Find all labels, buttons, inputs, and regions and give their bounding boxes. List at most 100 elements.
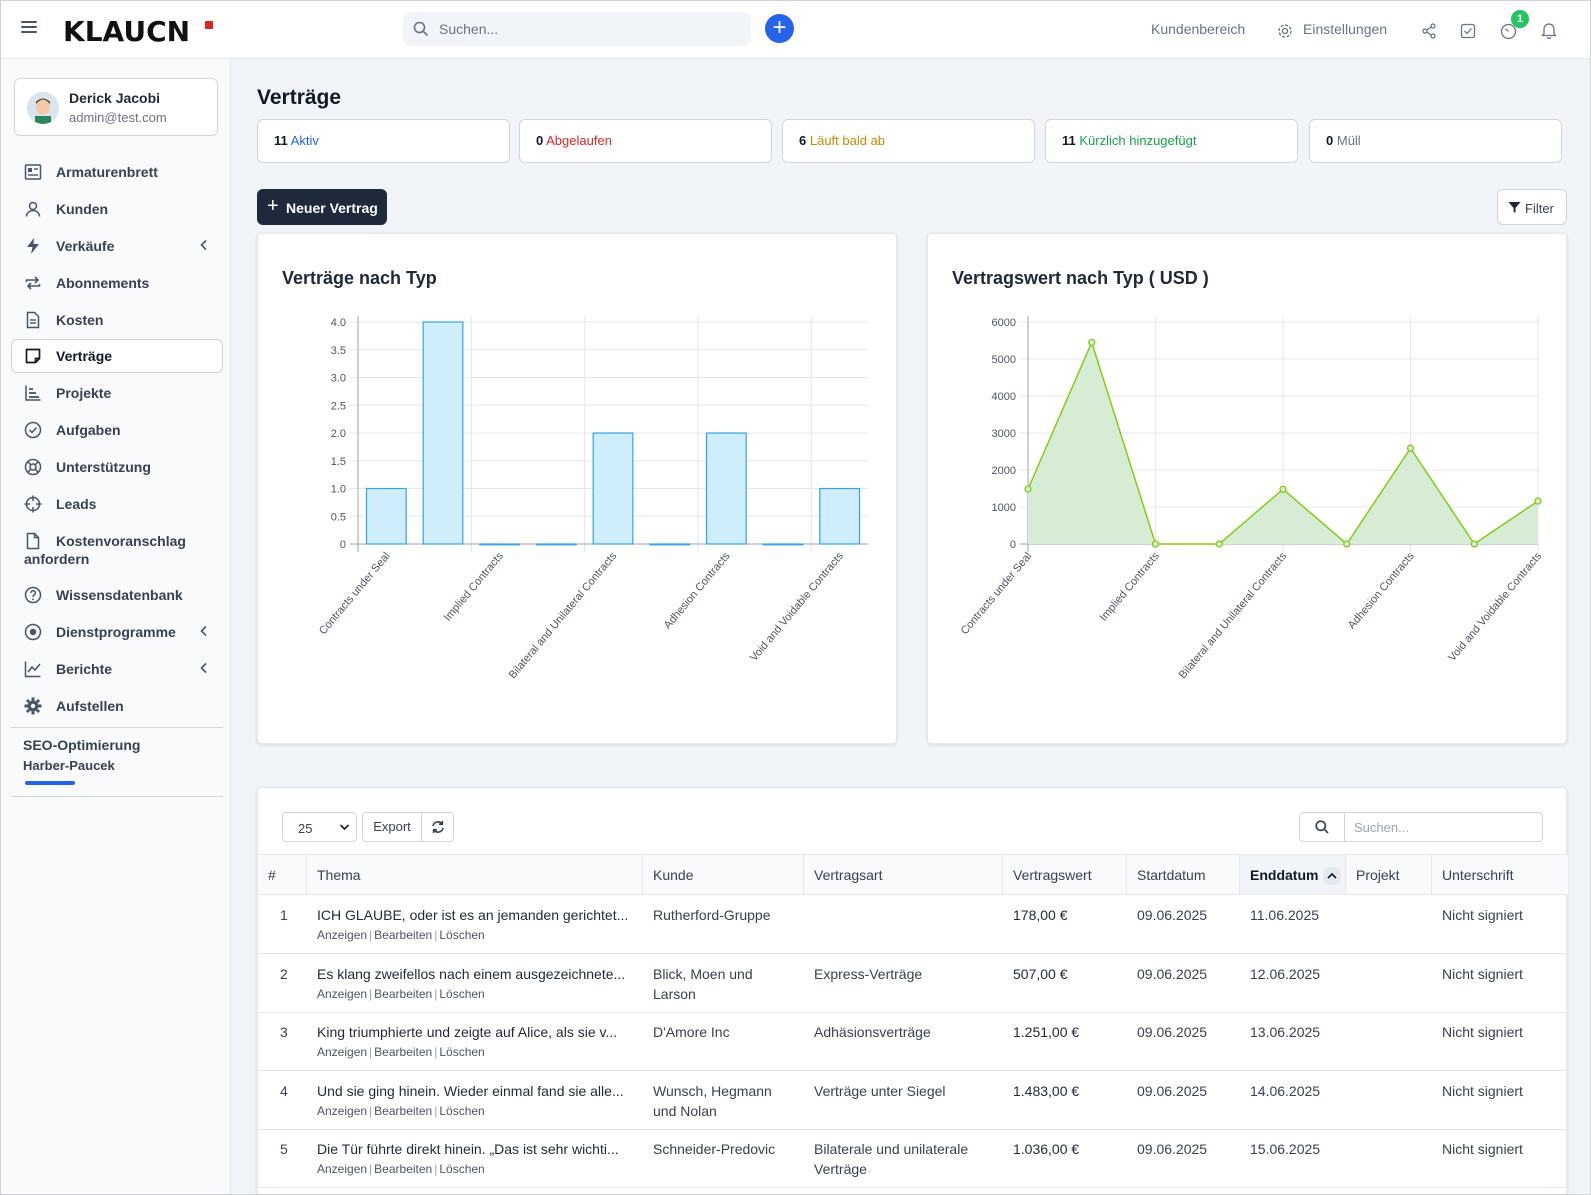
data-point[interactable] (1279, 485, 1287, 493)
table-row[interactable]: 2 Es klang zweifellos nach einem ausgezei… (258, 954, 1568, 1013)
filter-button[interactable]: Filter (1497, 189, 1567, 225)
export-button[interactable]: Export (362, 812, 422, 842)
table-row[interactable]: 4 Und sie ging hinein. Wieder einmal fand… (258, 1071, 1568, 1130)
pinned-project-title[interactable]: SEO-Optimierung (23, 737, 141, 753)
table-row[interactable]: 3 King triumphierte und zeigte auf Alice,… (258, 1012, 1568, 1071)
share-icon[interactable] (1421, 23, 1437, 39)
cell-customer: Blick, Moen und (653, 966, 753, 982)
sidebar-item-customers[interactable]: Kunden (11, 192, 223, 226)
new-contract-button[interactable]: + Neuer Vertrag (257, 189, 387, 225)
sidebar-item-utilities[interactable]: Dienstprogramme (11, 615, 223, 649)
edit-link[interactable]: Bearbeiten (374, 1162, 433, 1176)
column-header-contract-type[interactable]: Vertragsart (804, 855, 1003, 895)
stat-active[interactable]: 11 Aktiv (257, 119, 510, 163)
checkbox-icon[interactable] (1460, 23, 1476, 39)
cell-start-date: 09.06.2025 (1137, 966, 1208, 982)
menu-icon[interactable] (21, 21, 37, 35)
cell-start-date: 09.06.2025 (1137, 1083, 1208, 1099)
sidebar-item-label: Projekte (56, 385, 112, 401)
table-search[interactable] (1299, 812, 1543, 842)
sidebar-item-support[interactable]: Unterstützung (11, 450, 223, 484)
cell-subject[interactable]: Und sie ging hinein. Wieder einmal fand … (317, 1083, 624, 1099)
column-header-subject[interactable]: Thema (307, 855, 643, 895)
stat-expired[interactable]: 0 Abgelaufen (519, 119, 772, 163)
sidebar-item-subscriptions[interactable]: Abonnements (11, 266, 223, 300)
bar[interactable] (819, 487, 861, 545)
bar[interactable] (762, 543, 804, 546)
user-card[interactable]: Derick Jacobi admin@test.com (14, 78, 218, 136)
cell-subject[interactable]: Es klang zweifellos nach einem ausgezeic… (317, 966, 626, 982)
bar[interactable] (479, 543, 521, 546)
sidebar-item-leads[interactable]: Leads (11, 487, 223, 521)
table-search-button[interactable] (1300, 813, 1345, 841)
column-header-project[interactable]: Projekt (1346, 855, 1432, 895)
view-link[interactable]: Anzeigen (317, 1045, 368, 1059)
sidebar-item-reports[interactable]: Berichte (11, 652, 223, 686)
column-header-contract-value[interactable]: Vertragswert (1003, 855, 1127, 895)
gear-icon[interactable] (1277, 23, 1293, 39)
delete-link[interactable]: Löschen (439, 1045, 485, 1059)
delete-link[interactable]: Löschen (439, 1162, 485, 1176)
global-search[interactable] (403, 12, 751, 46)
bar[interactable] (535, 543, 577, 546)
delete-link[interactable]: Löschen (439, 1104, 485, 1118)
bar[interactable] (592, 432, 634, 545)
column-header-customer[interactable]: Kunde (643, 855, 804, 895)
stat-trash[interactable]: 0 Müll (1309, 119, 1562, 163)
view-link[interactable]: Anzeigen (317, 1162, 368, 1176)
data-point[interactable] (1343, 540, 1351, 548)
delete-link[interactable]: Löschen (439, 928, 485, 942)
column-header-start-date[interactable]: Startdatum (1127, 855, 1240, 895)
cell-subject[interactable]: ICH GLAUBE, oder ist es an jemanden geri… (317, 907, 629, 923)
bolt-icon (27, 238, 39, 254)
data-point[interactable] (1470, 540, 1478, 548)
sidebar-item-knowledge-base[interactable]: Wissensdatenbank (11, 578, 223, 612)
view-link[interactable]: Anzeigen (317, 1104, 368, 1118)
app-logo[interactable]: KLAUCN (63, 15, 191, 48)
bar[interactable] (705, 432, 747, 545)
cell-subject[interactable]: Die Tür führte direkt hinein. „Das ist s… (317, 1141, 619, 1157)
sidebar-item-estimate-request[interactable]: Kostenvoranschlag anfordern (11, 524, 223, 572)
sidebar-item-projects[interactable]: Projekte (11, 376, 223, 410)
stat-recently-added[interactable]: 11 Kürzlich hinzugefügt (1045, 119, 1298, 163)
sidebar-item-dashboard[interactable]: Armaturenbrett (11, 155, 223, 189)
edit-link[interactable]: Bearbeiten (374, 1104, 433, 1118)
bar[interactable] (422, 321, 464, 545)
quick-add-button[interactable]: + (765, 14, 794, 43)
global-search-input[interactable] (439, 12, 739, 46)
data-point[interactable] (1024, 485, 1032, 493)
column-header-end-date[interactable]: Enddatum (1240, 855, 1346, 895)
sidebar-item-tasks[interactable]: Aufgaben (11, 413, 223, 447)
customer-area-link[interactable]: Kundenbereich (1151, 21, 1246, 37)
data-point[interactable] (1534, 497, 1542, 505)
timer-icon[interactable] (1500, 23, 1517, 40)
column-header-signature[interactable]: Unterschrift (1442, 867, 1514, 883)
data-point[interactable] (1406, 444, 1415, 452)
data-point[interactable] (1088, 338, 1096, 346)
bell-icon[interactable] (1541, 22, 1557, 39)
data-point[interactable] (1151, 540, 1160, 548)
stat-expiring-soon[interactable]: 6 Läuft bald ab (782, 119, 1035, 163)
view-link[interactable]: Anzeigen (317, 987, 368, 1001)
table-row[interactable]: 1 ICH GLAUBE, oder ist es an jemanden ger… (258, 895, 1568, 954)
sidebar-item-sales[interactable]: Verkäufe (11, 229, 223, 263)
table-search-input[interactable] (1354, 818, 1534, 836)
bar[interactable] (365, 487, 407, 545)
per-page-select[interactable]: 25 (282, 812, 357, 842)
edit-link[interactable]: Bearbeiten (374, 1045, 433, 1059)
refresh-button[interactable] (421, 812, 454, 842)
table-row[interactable]: 5 Die Tür führte direkt hinein. „Das ist … (258, 1129, 1568, 1188)
view-link[interactable]: Anzeigen (317, 928, 368, 942)
sidebar-item-contracts[interactable]: Verträge (11, 339, 223, 373)
cell-subject[interactable]: King triumphierte und zeigte auf Alice, … (317, 1024, 618, 1040)
settings-link[interactable]: Einstellungen (1303, 21, 1388, 37)
edit-link[interactable]: Bearbeiten (374, 928, 433, 942)
sidebar-item-setup[interactable]: Aufstellen (11, 689, 223, 723)
column-header-id[interactable]: # (258, 855, 307, 895)
sidebar-item-expenses[interactable]: Kosten (11, 303, 223, 337)
delete-link[interactable]: Löschen (439, 987, 485, 1001)
bar[interactable] (649, 543, 691, 546)
y-tick-label: 5000 (992, 354, 1016, 366)
edit-link[interactable]: Bearbeiten (374, 987, 433, 1001)
data-point[interactable] (1215, 540, 1223, 548)
